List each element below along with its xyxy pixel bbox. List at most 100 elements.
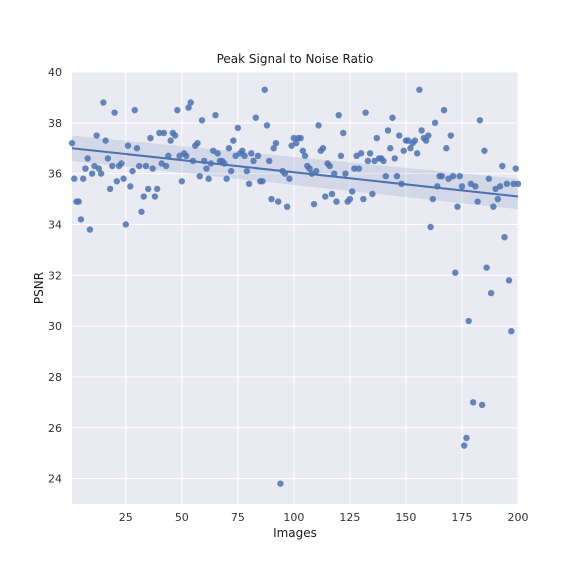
data-point <box>77 216 85 223</box>
data-point <box>277 480 284 487</box>
data-point <box>342 170 349 177</box>
data-point <box>348 188 356 195</box>
data-point <box>387 145 394 152</box>
data-point <box>274 198 282 205</box>
data-point <box>333 198 340 205</box>
data-point <box>68 139 76 147</box>
data-point <box>225 145 233 152</box>
data-point <box>153 185 161 193</box>
data-point <box>230 137 237 144</box>
data-point <box>75 198 82 205</box>
data-point <box>145 185 152 193</box>
data-point <box>306 165 313 172</box>
data-point <box>431 119 439 127</box>
data-point <box>118 160 125 167</box>
x-tick-label: 25 <box>119 511 133 524</box>
data-point <box>346 195 354 203</box>
data-point <box>261 86 268 93</box>
data-point <box>93 132 100 139</box>
x-tick-label: 100 <box>283 511 304 524</box>
data-point <box>131 106 138 114</box>
data-point <box>171 132 179 139</box>
data-point <box>485 175 493 182</box>
data-point <box>86 226 94 233</box>
data-point <box>501 233 508 241</box>
data-point <box>102 137 109 144</box>
data-point <box>167 137 174 144</box>
data-point <box>212 112 219 119</box>
data-point <box>337 152 345 160</box>
data-point <box>443 145 450 152</box>
data-point <box>214 150 221 157</box>
data-point <box>80 175 87 182</box>
y-tick-labels: 24 26 28 30 32 34 36 38 40 <box>48 66 62 486</box>
data-point <box>129 167 136 175</box>
data-point <box>505 277 513 284</box>
x-tick-label: 150 <box>395 511 416 524</box>
data-point <box>268 195 275 203</box>
data-point <box>174 106 181 114</box>
data-point <box>514 180 522 188</box>
y-axis-label: PSNR <box>32 272 46 304</box>
data-point <box>447 132 454 139</box>
data-point <box>142 162 150 170</box>
data-point <box>250 157 257 165</box>
data-point <box>429 195 437 203</box>
x-axis-label: Images <box>273 526 317 540</box>
data-point <box>292 139 300 147</box>
data-point <box>270 145 277 152</box>
data-point <box>360 195 367 203</box>
data-point <box>413 150 421 157</box>
data-point <box>227 167 235 175</box>
data-point <box>120 175 127 182</box>
data-point <box>241 152 248 160</box>
data-point <box>458 183 466 190</box>
data-point <box>138 208 145 215</box>
data-point <box>286 175 293 182</box>
data-point <box>248 150 255 157</box>
y-tick-label: 40 <box>48 66 62 79</box>
data-point <box>512 165 519 172</box>
x-tick-label: 200 <box>508 511 529 524</box>
data-point <box>162 162 170 170</box>
data-point <box>357 150 365 157</box>
data-point <box>160 129 168 137</box>
data-point <box>111 109 118 116</box>
data-point <box>452 269 459 276</box>
data-point <box>124 142 132 149</box>
data-point <box>140 193 147 200</box>
y-tick-label: 24 <box>48 473 62 486</box>
data-point <box>297 134 304 142</box>
data-point <box>223 175 230 182</box>
x-tick-label: 50 <box>175 511 189 524</box>
data-point <box>149 165 156 172</box>
data-point <box>331 170 338 177</box>
data-point <box>463 434 470 442</box>
data-point <box>465 317 472 325</box>
data-point <box>205 175 212 182</box>
data-point <box>194 139 201 147</box>
data-point <box>109 162 116 170</box>
data-point <box>339 129 347 137</box>
x-tick-label: 125 <box>339 511 360 524</box>
data-point <box>510 180 517 188</box>
data-point <box>196 172 203 180</box>
data-point <box>266 157 273 165</box>
data-point <box>407 145 414 152</box>
data-point <box>380 157 387 165</box>
data-point <box>391 155 398 162</box>
data-point <box>299 147 307 154</box>
data-point <box>481 147 488 154</box>
data-point <box>456 172 463 180</box>
data-point <box>290 134 298 142</box>
data-point <box>151 193 159 200</box>
y-tick-label: 36 <box>48 168 62 181</box>
data-point <box>362 109 369 116</box>
data-point <box>104 155 112 162</box>
data-point <box>243 167 251 175</box>
x-tick-label: 75 <box>231 511 245 524</box>
y-tick-label: 30 <box>48 320 62 333</box>
data-point <box>425 132 432 139</box>
data-point <box>416 86 423 93</box>
data-point <box>319 145 327 152</box>
